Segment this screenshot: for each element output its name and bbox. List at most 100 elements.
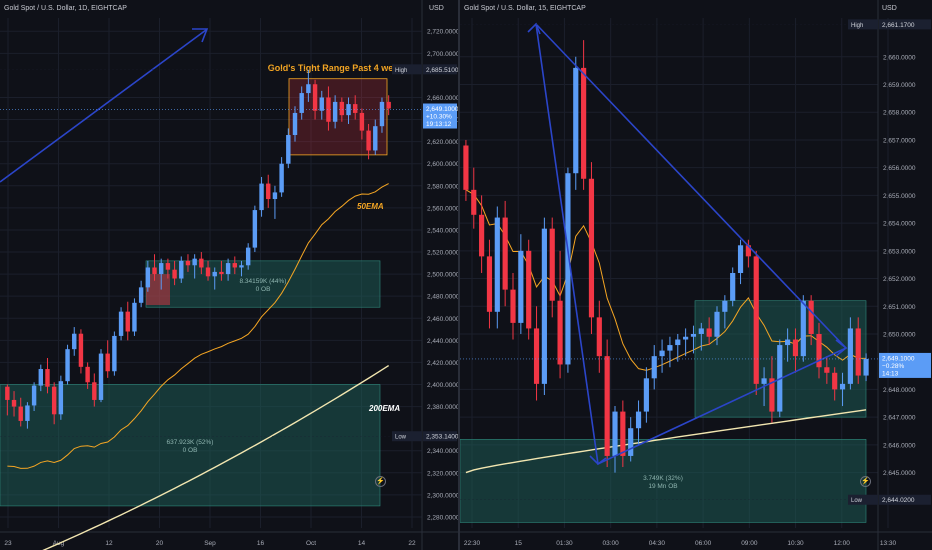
ema50-line: [7, 183, 389, 469]
high-tag-label: High: [395, 68, 407, 74]
candle-body: [824, 367, 830, 373]
candle-body: [847, 328, 853, 384]
panel-divider[interactable]: [458, 0, 460, 550]
y-tick-label: 2,647.0000: [883, 415, 916, 422]
x-tick-label: 06:00: [695, 540, 712, 547]
candle-body: [359, 112, 365, 131]
candle-body: [266, 183, 271, 200]
left-symbol-title[interactable]: Gold Spot / U.S. Dollar, 1D, EIGHTCAP: [4, 5, 127, 12]
bar-countdown: 19:13:12: [426, 121, 452, 128]
order-block-zone: [145, 260, 381, 308]
high-tag-value: 2,661.1700: [882, 22, 915, 29]
candle-body: [785, 339, 791, 346]
high-tag-label: High: [851, 23, 863, 29]
low-tag-value-bg: [423, 431, 457, 442]
right-chart-canvas[interactable]: 2,660.0000 2,659.0000 2,658.0000 2,657.0000…: [460, 0, 932, 550]
last-price-value: 2,649.1000: [882, 355, 915, 362]
candle-body: [11, 399, 17, 407]
candle-body: [479, 214, 485, 257]
candle-body: [502, 217, 508, 290]
left-chart-canvas[interactable]: 2,720.00002,700.00002,660.00002,640.0000…: [0, 0, 458, 550]
low-tag-label-bg: [392, 431, 422, 442]
tight-range-box: [288, 78, 388, 156]
x-tick-label: 14: [358, 540, 366, 547]
y-tick-label: 2,440.0000: [427, 338, 458, 345]
candle-body: [745, 245, 751, 257]
zone-volume-label: 3.749K (32%): [643, 475, 683, 482]
candle-body: [722, 300, 728, 312]
order-block-zone: [0, 384, 381, 507]
low-tag-label: Low: [395, 435, 407, 441]
candle-body: [612, 411, 618, 456]
candle-body: [730, 273, 736, 301]
ema50-line: [465, 189, 867, 371]
candle-body: [31, 385, 37, 406]
x-tick-label: Oct: [306, 540, 316, 547]
candle-body: [565, 173, 571, 365]
x-tick-label: 01:30: [556, 540, 573, 547]
candle-body: [855, 328, 861, 376]
candle-body: [279, 163, 284, 193]
y-tick-label: 2,657.0000: [883, 137, 916, 144]
y-tick-label: 2,720.0000: [427, 29, 458, 36]
high-tag-value-bg: [423, 64, 457, 75]
y-tick-label: 2,660.0000: [427, 95, 458, 102]
candle-body: [85, 366, 90, 383]
zone-ob-label: 0 OB: [183, 447, 198, 454]
candle-body: [152, 267, 157, 275]
trendline-arrowhead: [527, 22, 541, 35]
candle-body: [252, 210, 258, 248]
low-tag-value: 2,644.0200: [882, 497, 915, 504]
right-currency-label[interactable]: USD: [882, 5, 897, 12]
candle-body: [808, 300, 814, 334]
candle-body: [714, 311, 720, 337]
candle-body: [659, 350, 665, 357]
candle-body: [737, 245, 744, 273]
x-tick-label: 23: [4, 540, 12, 547]
candle-body: [526, 250, 532, 329]
candle-body: [299, 93, 304, 113]
left-chart-panel[interactable]: 2,720.00002,700.00002,660.00002,640.0000…: [0, 0, 458, 550]
right-flash-icon[interactable]: ⚡: [860, 476, 871, 487]
candle-body: [319, 97, 324, 111]
candle-body: [45, 369, 50, 387]
last-price-badge: [879, 352, 931, 378]
y-tick-label: 2,460.0000: [427, 316, 458, 323]
y-tick-label: 2,420.0000: [427, 360, 458, 367]
high-tag-value: 2,685.5100: [426, 67, 458, 74]
candle-body: [628, 428, 634, 456]
candle-body: [105, 353, 110, 372]
candle-body: [245, 247, 251, 266]
candle-body: [557, 300, 563, 365]
candle-body: [98, 353, 104, 400]
y-tick-label: 2,620.0000: [427, 139, 458, 146]
high-tag-value-bg: [879, 19, 931, 30]
right-symbol-title[interactable]: Gold Spot / U.S. Dollar, 15, EIGHTCAP: [464, 5, 586, 12]
x-tick-label: 13:30: [880, 540, 897, 547]
y-tick-label: 2,653.0000: [883, 248, 916, 255]
ema200-line: [42, 364, 390, 550]
x-tick-label: 09:00: [741, 540, 758, 547]
y-tick-label: 2,560.0000: [427, 205, 458, 212]
right-chart-panel[interactable]: 2,660.0000 2,659.0000 2,658.0000 2,657.0000…: [460, 0, 932, 550]
trendline-arrowhead: [192, 28, 209, 43]
candle-body: [379, 101, 385, 127]
bar-countdown: 14:13: [882, 370, 899, 377]
candle-body: [72, 333, 77, 350]
candle-body: [205, 267, 211, 277]
left-currency-label[interactable]: USD: [429, 5, 444, 12]
y-tick-label: 2,600.0000: [427, 161, 458, 168]
x-tick-label: 12: [105, 540, 113, 547]
candle-body: [118, 311, 124, 336]
candle-body: [667, 345, 673, 351]
candle-body: [463, 145, 469, 190]
left-flash-icon[interactable]: ⚡: [375, 476, 386, 487]
x-tick-label: 15: [515, 540, 523, 547]
candle-body: [690, 333, 697, 337]
candle-body: [125, 311, 130, 332]
candle-body: [239, 265, 244, 268]
candle-body: [769, 378, 775, 412]
candle-body: [753, 256, 759, 384]
candle-body: [620, 411, 626, 456]
